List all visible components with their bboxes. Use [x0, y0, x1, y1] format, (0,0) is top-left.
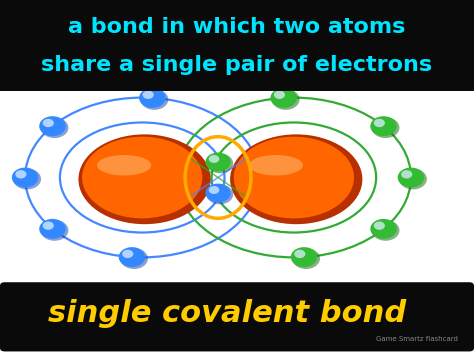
Text: Game Smartz flashcard: Game Smartz flashcard	[376, 335, 458, 342]
Circle shape	[292, 248, 320, 269]
Circle shape	[291, 247, 318, 267]
Circle shape	[12, 168, 38, 187]
Ellipse shape	[230, 134, 363, 224]
Circle shape	[374, 222, 385, 230]
Circle shape	[374, 119, 385, 127]
Circle shape	[209, 186, 219, 194]
Circle shape	[120, 248, 148, 269]
Circle shape	[143, 91, 154, 99]
Ellipse shape	[97, 155, 151, 175]
Ellipse shape	[78, 134, 211, 224]
Ellipse shape	[234, 137, 354, 218]
Circle shape	[39, 116, 66, 136]
Circle shape	[122, 250, 133, 258]
Circle shape	[370, 116, 397, 136]
Circle shape	[399, 169, 427, 190]
Ellipse shape	[103, 151, 181, 204]
Circle shape	[401, 170, 412, 179]
Circle shape	[209, 155, 219, 163]
Circle shape	[207, 153, 233, 173]
Circle shape	[270, 88, 297, 108]
FancyBboxPatch shape	[0, 282, 474, 351]
Ellipse shape	[255, 151, 333, 204]
Circle shape	[370, 219, 397, 239]
Circle shape	[43, 119, 54, 127]
Circle shape	[398, 168, 424, 187]
Circle shape	[41, 117, 68, 138]
Circle shape	[15, 170, 27, 179]
Ellipse shape	[91, 143, 193, 212]
Circle shape	[41, 220, 68, 241]
Circle shape	[272, 89, 300, 110]
Circle shape	[140, 89, 168, 110]
Text: share a single pair of electrons: share a single pair of electrons	[41, 55, 433, 75]
Circle shape	[118, 247, 145, 267]
Circle shape	[139, 88, 166, 108]
Circle shape	[43, 222, 54, 230]
Bar	[0, 0, 474, 91]
Circle shape	[39, 219, 66, 239]
Bar	[5, 286, 469, 348]
Circle shape	[13, 169, 41, 190]
Circle shape	[205, 153, 231, 171]
Circle shape	[294, 250, 305, 258]
Circle shape	[207, 185, 233, 204]
Text: single covalent bond: single covalent bond	[48, 299, 407, 328]
Text: a bond in which two atoms: a bond in which two atoms	[68, 17, 406, 37]
Circle shape	[205, 184, 231, 202]
Ellipse shape	[82, 137, 202, 218]
Ellipse shape	[243, 143, 345, 212]
Circle shape	[372, 117, 400, 138]
Circle shape	[274, 91, 285, 99]
Ellipse shape	[249, 155, 303, 175]
Circle shape	[372, 220, 400, 241]
